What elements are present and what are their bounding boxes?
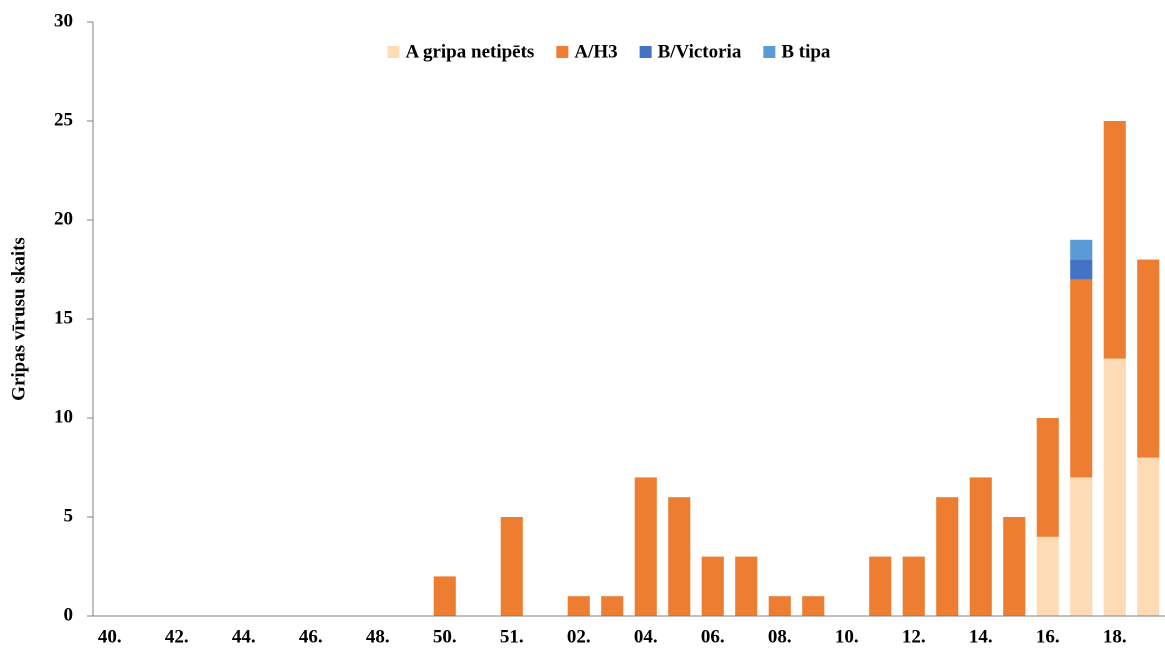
bar-segment — [902, 556, 925, 616]
bar-segment — [1137, 457, 1160, 616]
y-tick-label: 10 — [54, 406, 73, 427]
bar-segment — [634, 477, 657, 616]
bar-segment — [969, 477, 992, 616]
y-tick-label: 15 — [54, 307, 73, 328]
bar-segment — [1137, 259, 1160, 458]
x-tick-label: 50. — [433, 626, 457, 647]
legend-swatch — [556, 46, 569, 58]
bar-segment — [768, 596, 791, 616]
x-tick-label: 40. — [98, 626, 122, 647]
bar-segment — [500, 517, 523, 616]
bar-segment — [735, 556, 758, 616]
x-tick-label: 46. — [299, 626, 323, 647]
x-tick-label: 44. — [232, 626, 256, 647]
bar-segment — [802, 596, 825, 616]
y-axis-label: Gripas vīrusu skaits — [8, 237, 29, 401]
y-tick-label: 25 — [54, 109, 73, 130]
bar-segment — [1103, 121, 1126, 359]
bar-segment — [668, 497, 691, 616]
y-tick-label: 30 — [54, 10, 73, 31]
x-tick-label: 12. — [902, 626, 926, 647]
x-tick-label: 06. — [701, 626, 725, 647]
bar-segment — [869, 556, 892, 616]
bar-segment — [1070, 239, 1093, 260]
bar-segment — [1003, 517, 1026, 616]
x-tick-label: 02. — [567, 626, 591, 647]
bar-segment — [601, 596, 624, 616]
x-tick-label: 04. — [634, 626, 658, 647]
legend-label: B/Victoria — [658, 41, 742, 62]
bar-segment — [433, 576, 456, 616]
legend-label: B tipa — [781, 41, 831, 62]
x-tick-label: 18. — [1103, 626, 1127, 647]
x-tick-label: 51. — [500, 626, 524, 647]
legend-label: A/H3 — [574, 41, 617, 62]
bar-segment — [1070, 477, 1093, 616]
x-tick-label: 48. — [366, 626, 390, 647]
y-tick-label: 5 — [64, 505, 74, 526]
legend-swatch — [763, 46, 776, 58]
legend-swatch — [639, 46, 652, 58]
x-tick-label: 42. — [165, 626, 189, 647]
bar-segment — [567, 596, 590, 616]
x-tick-label: 14. — [969, 626, 993, 647]
x-tick-label: 10. — [835, 626, 859, 647]
bar-segment — [701, 556, 724, 616]
y-tick-label: 20 — [54, 208, 73, 229]
x-tick-label: 16. — [1036, 626, 1060, 647]
legend-label: A gripa netipēts — [406, 41, 535, 62]
bar-segment — [1070, 279, 1093, 478]
bar-segment — [1036, 536, 1059, 616]
y-tick-label: 0 — [64, 604, 74, 625]
legend-swatch — [387, 46, 400, 58]
bar-segment — [1070, 259, 1093, 280]
bar-segment — [1036, 418, 1059, 537]
bar-segment — [1103, 358, 1126, 616]
bar-segment — [936, 497, 959, 616]
x-tick-label: 08. — [768, 626, 792, 647]
